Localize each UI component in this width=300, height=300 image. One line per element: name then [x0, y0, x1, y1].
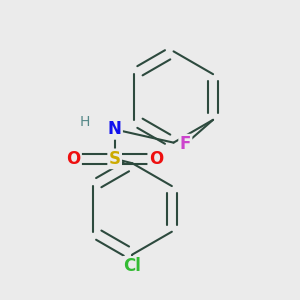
Text: O: O	[66, 150, 81, 168]
Text: Cl: Cl	[123, 257, 141, 275]
Text: N: N	[108, 120, 122, 138]
Text: S: S	[109, 150, 121, 168]
Text: H: H	[80, 115, 90, 129]
Text: O: O	[149, 150, 163, 168]
Text: F: F	[180, 135, 191, 153]
